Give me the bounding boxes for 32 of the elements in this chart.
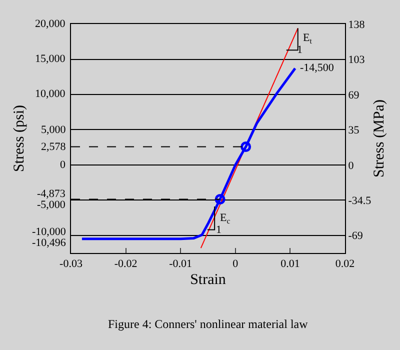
y2-tick-label: 138 xyxy=(348,18,366,31)
y-tick-label: -10,496 xyxy=(32,237,66,249)
y-tick-label: 10,000 xyxy=(35,88,66,100)
x-tick-label: 0.01 xyxy=(280,258,300,270)
y-tick-label: 5,000 xyxy=(41,124,66,136)
x-tick-label: -0.03 xyxy=(60,258,83,270)
annotation: E$_{c}$ xyxy=(220,212,231,226)
y2-tick-label: -69 xyxy=(348,230,364,242)
y-tick-label: -5,000 xyxy=(37,199,66,211)
x-tick-label: -0.01 xyxy=(169,258,192,270)
y2-axis-title: Stress (MPa) xyxy=(372,100,388,178)
x-tick-label: 0 xyxy=(232,258,239,270)
y-tick-label: 2,578 xyxy=(41,141,66,153)
y2-tick-label: 103 xyxy=(348,54,366,66)
x-tick-label: -0.02 xyxy=(114,258,138,270)
annotation: 1 xyxy=(216,224,222,236)
y-tick-label: -4,873 xyxy=(37,188,66,200)
y2-tick-label: 69 xyxy=(348,89,360,102)
y-tick-label: 15,000 xyxy=(35,53,66,65)
annotation: -14,500 xyxy=(300,62,334,74)
annotation: 1 xyxy=(297,44,302,56)
x-axis-title: Strain xyxy=(190,272,226,288)
caption: Figure 4: Conners' nonlinear material law xyxy=(108,317,308,331)
x-tick-label: 0.02 xyxy=(335,258,355,270)
y-tick-label: -10,000 xyxy=(32,226,66,238)
y-axis-title: Stress (psi) xyxy=(11,104,28,172)
y-tick-label: 20,000 xyxy=(35,18,66,30)
y2-tick-label: 35 xyxy=(348,124,360,137)
y2-tick-label: 0 xyxy=(348,160,354,172)
y2-tick-label: -34.5 xyxy=(348,195,372,208)
annotation: E$_{t}$ xyxy=(303,32,313,46)
y-tick-label: 0 xyxy=(60,159,66,171)
